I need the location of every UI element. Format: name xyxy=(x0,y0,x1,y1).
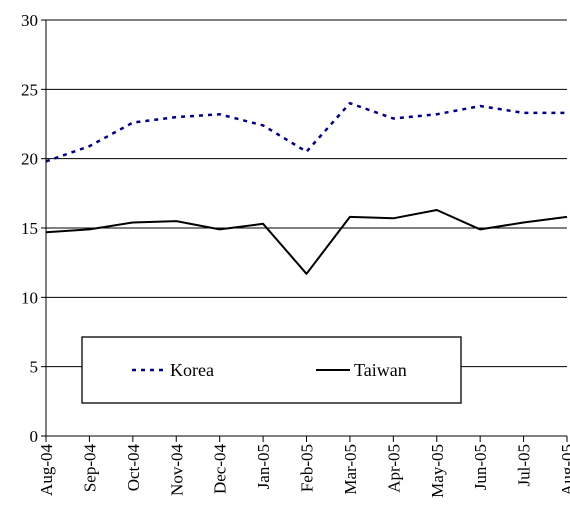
x-tick-label-Jun-05: Jun-05 xyxy=(471,444,490,490)
y-tick-label-0: 0 xyxy=(30,427,39,446)
x-tick-label-Dec-04: Dec-04 xyxy=(211,444,230,495)
y-tick-label-20: 20 xyxy=(21,150,38,169)
x-tick-label-Feb-05: Feb-05 xyxy=(298,444,317,492)
x-tick-label-Oct-04: Oct-04 xyxy=(124,444,143,492)
grid-lines xyxy=(46,19,567,368)
axes: 0 5 10 15 20 25 30 Aug-04 Sep-04 Oct-04 Nov-04 Dec-… xyxy=(21,11,570,498)
y-tick-label-10: 10 xyxy=(21,288,38,307)
x-tick-label-Aug-05: Aug-05 xyxy=(558,444,570,496)
y-tick-label-25: 25 xyxy=(21,80,38,99)
x-tick-label-Nov-04: Nov-04 xyxy=(167,444,186,496)
series-layer xyxy=(45,101,568,275)
y-tick-label-5: 5 xyxy=(30,358,39,377)
x-tick-label-Mar-05: Mar-05 xyxy=(341,444,360,495)
legend: Korea Taiwan xyxy=(81,336,462,404)
series-line-taiwan xyxy=(45,209,568,275)
legend-label-korea: Korea xyxy=(170,360,214,380)
legend-box xyxy=(81,336,462,404)
y-tick-label-30: 30 xyxy=(21,11,38,30)
series-line-korea xyxy=(45,101,567,163)
legend-label-taiwan: Taiwan xyxy=(354,360,407,380)
x-tick-label-Apr-05: Apr-05 xyxy=(384,444,403,493)
x-tick-label-May-05: May-05 xyxy=(428,444,447,498)
x-tick-label-Jul-05: Jul-05 xyxy=(515,444,534,487)
y-tick-label-15: 15 xyxy=(21,219,38,238)
x-tick-label-Sep-04: Sep-04 xyxy=(80,444,99,493)
x-tick-label-Aug-04: Aug-04 xyxy=(37,444,56,496)
x-tick-label-Jan-05: Jan-05 xyxy=(254,444,273,489)
